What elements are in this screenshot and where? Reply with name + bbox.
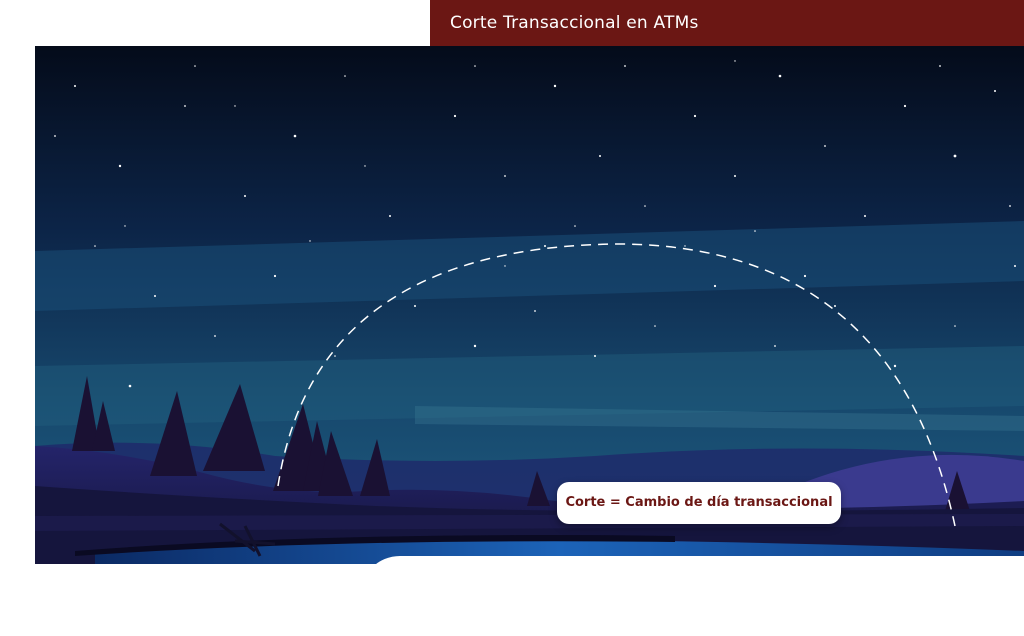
white-overlay-shape (360, 556, 1024, 636)
night-sky-illustration (35, 46, 1024, 564)
right-hill (795, 454, 1024, 516)
header-bar: Corte Transaccional en ATMs (430, 0, 1024, 46)
lake-shore (75, 535, 675, 556)
sky-band (415, 406, 1024, 431)
page-title: Corte Transaccional en ATMs (450, 13, 699, 33)
label-pill: Corte = Cambio de día transaccional (557, 482, 841, 524)
night-sky-svg (35, 46, 1024, 564)
sky-band (35, 346, 1024, 426)
stars (54, 60, 1016, 388)
branches (219, 522, 276, 557)
sky-band (35, 221, 1024, 311)
trees (72, 376, 970, 511)
dashed-arc (277, 243, 956, 527)
label-text: Corte = Cambio de día transaccional (565, 495, 833, 510)
